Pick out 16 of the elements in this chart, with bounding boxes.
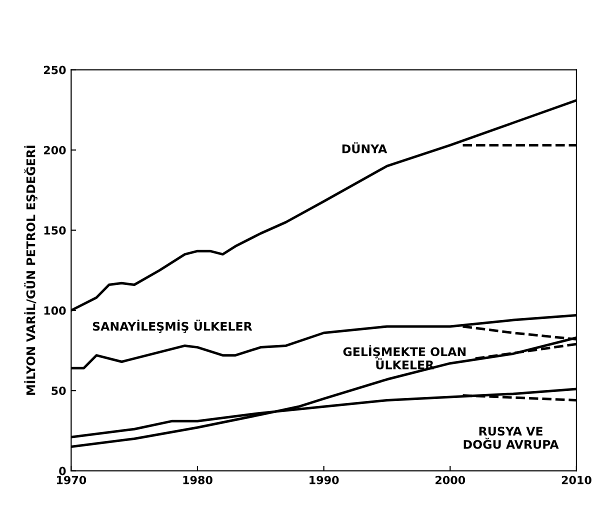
x-tick-label: 2010 xyxy=(562,476,592,484)
x-tick-label: 1970 xyxy=(56,476,86,484)
series-label: DÜNYA xyxy=(342,142,388,154)
y-tick-label: 150 xyxy=(44,226,66,235)
x-tick-label: 2000 xyxy=(436,476,466,484)
y-tick-label: 200 xyxy=(44,146,66,154)
text: RUSYA VE DOĞU AVRUPA xyxy=(464,426,559,449)
x-tick-label: 1990 xyxy=(310,476,339,484)
y-tick-label: 0 xyxy=(59,466,66,476)
series-label: GELİŞMEKTE OLAN ÜLKELER xyxy=(343,345,466,370)
series-label: SANAYİLEŞMİŞ ÜLKELER xyxy=(92,320,252,333)
y-tick-label: 50 xyxy=(52,386,66,395)
y-tick-label: 100 xyxy=(44,306,66,315)
x-tick-label: 1980 xyxy=(183,476,212,484)
y-axis-title: MİLYON VARİL/GÜN PETROL EŞDEĞERİ xyxy=(24,146,38,395)
y-tick-label: 250 xyxy=(44,66,66,74)
